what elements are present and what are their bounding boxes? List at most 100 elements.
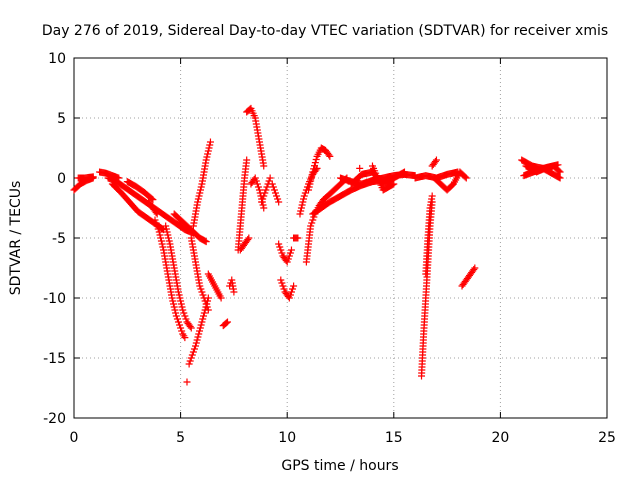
data-point	[163, 228, 171, 236]
data-point	[262, 186, 270, 194]
data-point	[196, 186, 204, 194]
data-point	[177, 300, 185, 308]
data-point	[555, 167, 563, 175]
data-point	[193, 336, 201, 344]
data-point	[183, 378, 191, 386]
data-point	[199, 315, 207, 323]
data-point	[177, 324, 185, 332]
data-point	[277, 246, 285, 254]
data-point	[206, 138, 214, 146]
data-point	[194, 333, 202, 341]
data-point	[244, 236, 252, 243]
data-point	[157, 237, 165, 245]
y-tick-label: -15	[43, 351, 66, 367]
data-point	[181, 334, 189, 342]
data-point	[197, 183, 205, 191]
data-point	[203, 303, 211, 311]
data-point	[306, 180, 314, 188]
data-point	[284, 255, 292, 263]
data-point	[278, 249, 286, 257]
data-point	[275, 198, 283, 206]
data-point	[286, 291, 294, 299]
data-point	[307, 174, 315, 182]
data-point	[326, 152, 334, 160]
data-point	[185, 360, 193, 368]
data-point	[301, 189, 309, 197]
x-tick-label: 25	[598, 430, 616, 446]
data-point	[289, 285, 297, 293]
data-point	[164, 231, 172, 239]
x-tick-label: 10	[278, 430, 296, 446]
data-point	[175, 291, 183, 299]
data-point	[172, 312, 180, 320]
data-point	[165, 237, 173, 245]
data-point	[305, 186, 313, 194]
data-point	[176, 321, 184, 329]
y-axis-label: SDTVAR / TECUs	[8, 181, 24, 296]
data-point	[152, 219, 160, 227]
data-point	[269, 183, 277, 191]
data-point	[178, 327, 186, 335]
data-point	[274, 195, 282, 203]
data-point	[217, 294, 225, 302]
data-point	[159, 243, 167, 251]
data-point	[251, 174, 259, 182]
data-point	[174, 318, 182, 326]
data-point	[285, 252, 293, 260]
data-point	[189, 348, 197, 356]
data-point	[151, 216, 159, 224]
data-point	[182, 315, 190, 323]
data-point	[153, 222, 161, 230]
y-tick-label: -5	[52, 231, 66, 247]
data-point	[296, 210, 304, 218]
data-point	[170, 303, 178, 311]
data-point	[171, 306, 179, 314]
data-point	[273, 192, 281, 200]
data-point	[286, 249, 294, 257]
data-point	[199, 291, 207, 299]
data-point	[162, 225, 170, 233]
data-point	[201, 297, 209, 305]
data-point	[202, 300, 210, 308]
y-tick-label: 0	[57, 171, 66, 187]
data-point	[169, 300, 177, 308]
data-point	[192, 339, 200, 347]
data-point	[165, 234, 173, 242]
y-tick-label: -10	[43, 291, 66, 307]
data-point	[300, 195, 308, 203]
y-tick-label: -20	[43, 411, 66, 427]
data-points	[70, 104, 564, 386]
data-point	[153, 210, 161, 218]
data-point	[462, 174, 470, 182]
data-point	[89, 173, 97, 181]
data-point	[266, 174, 274, 182]
data-point	[195, 192, 203, 200]
data-point	[205, 144, 213, 152]
axis-ticks: 0 5 10 15 20 25 -20 -15 -10 -5 0 5 10	[43, 51, 616, 446]
data-point	[261, 189, 269, 197]
data-point	[190, 345, 198, 353]
data-point	[556, 168, 564, 176]
data-point	[309, 168, 317, 176]
data-point	[254, 183, 262, 191]
data-point	[400, 168, 408, 176]
data-point	[287, 246, 295, 254]
data-point	[431, 158, 439, 165]
data-point	[310, 162, 318, 170]
data-point	[260, 192, 268, 200]
data-point	[310, 165, 318, 173]
x-tick-label: 0	[70, 430, 79, 446]
data-point	[174, 288, 182, 296]
data-point	[187, 354, 195, 362]
data-point	[311, 159, 319, 167]
data-point	[204, 150, 212, 158]
data-point	[197, 321, 205, 329]
data-point	[432, 156, 440, 164]
data-point	[152, 209, 160, 216]
data-point	[198, 318, 206, 326]
data-point	[196, 324, 204, 332]
data-point	[255, 186, 263, 194]
data-point	[297, 204, 305, 212]
data-point	[307, 177, 315, 185]
data-point	[173, 315, 181, 323]
